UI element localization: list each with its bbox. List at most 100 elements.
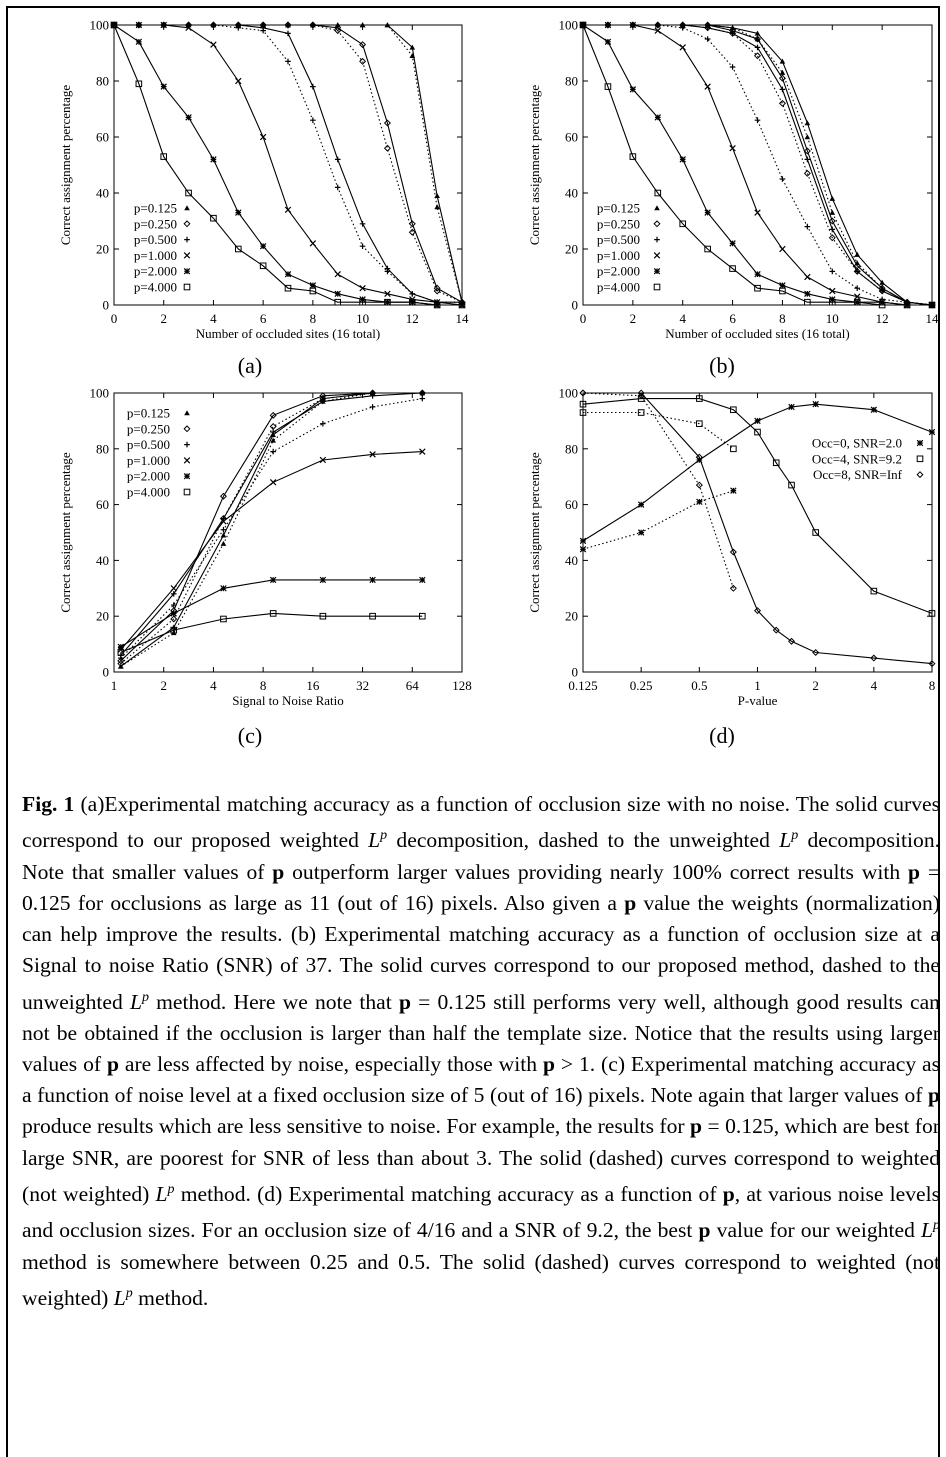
x-tick-label: 2 <box>630 311 637 326</box>
data-point <box>729 240 736 247</box>
data-point <box>730 406 737 414</box>
legend: p=0.125p=0.250p=0.500p=1.000p=2.000p=4.0… <box>127 406 191 500</box>
data-point <box>879 288 885 294</box>
data-point <box>334 27 342 35</box>
data-point <box>704 25 711 31</box>
x-tick-label: 10 <box>826 311 839 326</box>
data-point <box>854 251 861 257</box>
data-point <box>654 189 662 197</box>
data-point <box>754 209 761 216</box>
y-tick-label: 80 <box>565 74 578 89</box>
data-point <box>319 612 327 620</box>
data-point <box>160 153 168 160</box>
x-tick-label: 6 <box>260 311 267 326</box>
chart-a: 0 20 40 60 80 100 0 2 4 6 8 10 12 14 Number of occlude… <box>58 18 470 342</box>
data-point <box>829 226 836 233</box>
data-point <box>433 287 441 295</box>
data-point <box>812 400 819 408</box>
data-point <box>730 445 737 453</box>
data-point <box>604 83 612 90</box>
legend-label: p=0.250 <box>597 216 640 231</box>
data-point <box>284 21 292 29</box>
x-axis-label: P-value <box>738 693 778 708</box>
data-point <box>369 451 376 458</box>
x-axis-label: Number of occluded sites (16 total) <box>196 326 380 341</box>
data-point <box>788 637 796 645</box>
math-L: L <box>155 1182 168 1206</box>
data-point <box>284 206 292 214</box>
data-point <box>637 529 645 536</box>
math-L: L <box>129 989 142 1014</box>
x-tick-label: 8 <box>260 678 267 693</box>
data-point <box>696 420 703 427</box>
math-bold-p: p <box>542 1052 555 1076</box>
panel-label-a: (a) <box>237 353 263 378</box>
figure-caption: Fig. 1 (a)Experimental matching accuracy… <box>22 789 940 1314</box>
y-tick-label: 40 <box>96 186 109 201</box>
data-point <box>804 156 811 163</box>
math-superscript-p: p <box>125 1285 133 1301</box>
x-tick-label: 4 <box>679 311 686 326</box>
data-point <box>285 58 291 65</box>
data-point <box>235 25 242 31</box>
data-point <box>754 284 761 292</box>
data-point <box>804 120 811 126</box>
data-point <box>334 184 341 191</box>
data-point <box>754 428 761 436</box>
data-point <box>310 83 316 90</box>
x-tick-label: 14 <box>456 311 470 326</box>
legend-label: p=1.000 <box>134 248 177 263</box>
x-tick-label: 0.25 <box>630 678 653 693</box>
data-point <box>853 298 861 306</box>
legend-marker <box>183 252 191 259</box>
math-L: L <box>113 1285 126 1310</box>
data-point <box>210 22 217 28</box>
data-point <box>828 298 836 306</box>
data-point <box>135 21 143 29</box>
data-point <box>434 193 440 199</box>
data-point <box>434 204 440 210</box>
math-superscript-p: p <box>141 989 149 1005</box>
x-axis-label: Signal to Noise Ratio <box>232 693 344 708</box>
data-point <box>359 243 366 249</box>
data-point <box>118 655 124 661</box>
math-bold-p: p <box>106 1052 119 1076</box>
x-tick-label: 2 <box>160 678 167 693</box>
data-point <box>679 44 686 51</box>
data-point <box>696 395 703 402</box>
data-point <box>804 290 811 298</box>
data-point <box>269 422 277 430</box>
series-occ-8-snr-inf-dotted <box>579 389 737 592</box>
data-point <box>604 38 612 46</box>
data-point <box>812 529 819 536</box>
y-tick-label: 0 <box>103 298 110 313</box>
data-point <box>359 22 366 28</box>
data-point <box>754 44 761 51</box>
data-point <box>419 395 426 402</box>
y-tick-label: 0 <box>103 665 110 680</box>
data-point <box>779 176 786 182</box>
data-point <box>870 587 878 595</box>
data-point <box>185 24 192 32</box>
math-superscript-p: p <box>933 1218 940 1234</box>
data-point <box>220 615 227 623</box>
data-point <box>729 64 736 70</box>
legend-label: Occ=0, SNR=2.0 <box>812 436 902 451</box>
legend-marker <box>183 220 191 228</box>
data-point <box>695 481 703 489</box>
y-tick-label: 20 <box>565 242 578 257</box>
x-tick-label: 64 <box>406 678 420 693</box>
data-point <box>117 649 125 656</box>
data-point <box>804 134 811 140</box>
data-point <box>170 626 178 634</box>
data-point <box>359 284 366 292</box>
legend-label: p=2.000 <box>134 264 177 279</box>
y-axis-label: Correct assignment percentage <box>527 85 542 245</box>
x-tick-label: 12 <box>406 311 419 326</box>
data-point <box>853 293 861 300</box>
math-L: L <box>779 828 792 853</box>
y-tick-label: 40 <box>565 553 578 568</box>
panel-label-c: (c) <box>237 723 263 748</box>
data-point <box>779 58 786 64</box>
data-point <box>704 245 711 253</box>
